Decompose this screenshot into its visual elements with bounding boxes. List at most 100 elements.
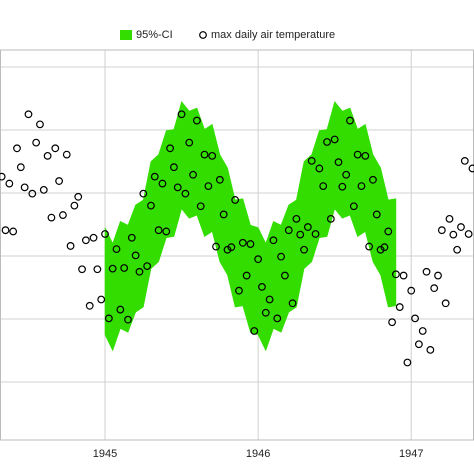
data-point <box>269 236 278 245</box>
data-point <box>39 185 48 194</box>
x-tick-label: 1946 <box>246 448 270 460</box>
data-point <box>104 314 113 323</box>
data-point <box>5 179 14 188</box>
data-point <box>93 265 102 274</box>
data-point <box>426 346 435 354</box>
data-point <box>204 182 213 190</box>
data-point <box>28 189 37 198</box>
data-point <box>445 214 454 223</box>
data-point <box>349 202 358 211</box>
data-point <box>296 230 305 239</box>
data-point <box>196 202 205 211</box>
data-point <box>342 170 351 179</box>
data-point <box>135 267 144 276</box>
data-point <box>357 182 366 190</box>
data-point <box>208 151 217 160</box>
data-point <box>112 245 121 253</box>
data-point <box>81 236 90 245</box>
data-point <box>143 262 152 271</box>
data-point <box>231 196 240 204</box>
data-point <box>338 182 347 191</box>
data-point <box>227 243 236 252</box>
data-point <box>399 271 408 280</box>
data-point <box>392 270 400 279</box>
data-point <box>303 223 312 231</box>
data-point <box>215 175 224 184</box>
data-point <box>24 110 33 119</box>
data-point <box>418 327 427 335</box>
data-point <box>70 201 79 210</box>
data-point <box>181 189 190 198</box>
data-point <box>59 211 67 219</box>
data-point <box>200 150 209 159</box>
data-point <box>281 271 289 280</box>
data-point <box>78 265 86 274</box>
ci-band <box>104 101 397 352</box>
legend-swatch <box>120 30 132 40</box>
data-point <box>346 116 354 125</box>
data-point <box>170 163 178 172</box>
data-point <box>223 245 232 254</box>
data-point <box>388 318 396 327</box>
data-point <box>376 245 385 254</box>
data-point <box>407 286 416 295</box>
data-point <box>74 192 83 201</box>
data-point <box>323 138 331 146</box>
data-point <box>85 301 94 310</box>
data-point <box>449 230 458 239</box>
data-point <box>395 303 404 311</box>
data-point <box>460 156 469 165</box>
data-point <box>242 271 251 280</box>
data-point <box>62 150 71 159</box>
data-point <box>453 245 462 254</box>
data-point <box>158 179 167 188</box>
data-point <box>47 213 56 222</box>
x-tick-label: 1947 <box>399 448 423 460</box>
data-point <box>101 230 109 238</box>
data-point <box>380 243 389 252</box>
data-point <box>9 227 18 236</box>
data-point <box>311 230 320 238</box>
data-point <box>330 135 339 144</box>
data-point <box>154 226 163 235</box>
data-point <box>315 164 324 173</box>
legend-label: max daily air temperature <box>211 29 335 41</box>
data-point <box>189 170 197 179</box>
data-point <box>273 314 282 323</box>
data-point <box>307 156 316 165</box>
data-point <box>116 305 125 314</box>
data-point <box>434 271 442 280</box>
data-point <box>51 144 60 153</box>
data-point <box>66 242 75 250</box>
data-point <box>319 182 328 190</box>
data-point <box>185 138 194 147</box>
data-point <box>414 340 423 349</box>
data-point <box>258 282 266 291</box>
data-point <box>192 116 201 125</box>
data-point <box>235 286 243 295</box>
data-point <box>300 245 308 254</box>
data-point <box>284 226 293 235</box>
legend-label: 95%-CI <box>136 29 173 41</box>
data-point <box>108 264 117 273</box>
data-point <box>464 230 473 238</box>
data-point <box>334 158 343 167</box>
data-point <box>0 172 6 181</box>
data-point <box>365 242 374 251</box>
data-point <box>411 314 419 323</box>
legend-marker <box>199 31 207 39</box>
data-point <box>166 144 174 153</box>
data-point <box>326 214 335 223</box>
data-point <box>250 327 259 335</box>
data-point <box>219 210 228 219</box>
data-point <box>372 210 381 219</box>
data-point <box>97 295 106 304</box>
data-point <box>147 201 155 210</box>
data-point <box>127 233 136 242</box>
data-point <box>43 151 52 160</box>
data-point <box>55 177 63 185</box>
data-point <box>1 226 10 235</box>
data-point <box>238 238 247 247</box>
data-point <box>150 172 159 181</box>
data-point <box>384 227 393 236</box>
